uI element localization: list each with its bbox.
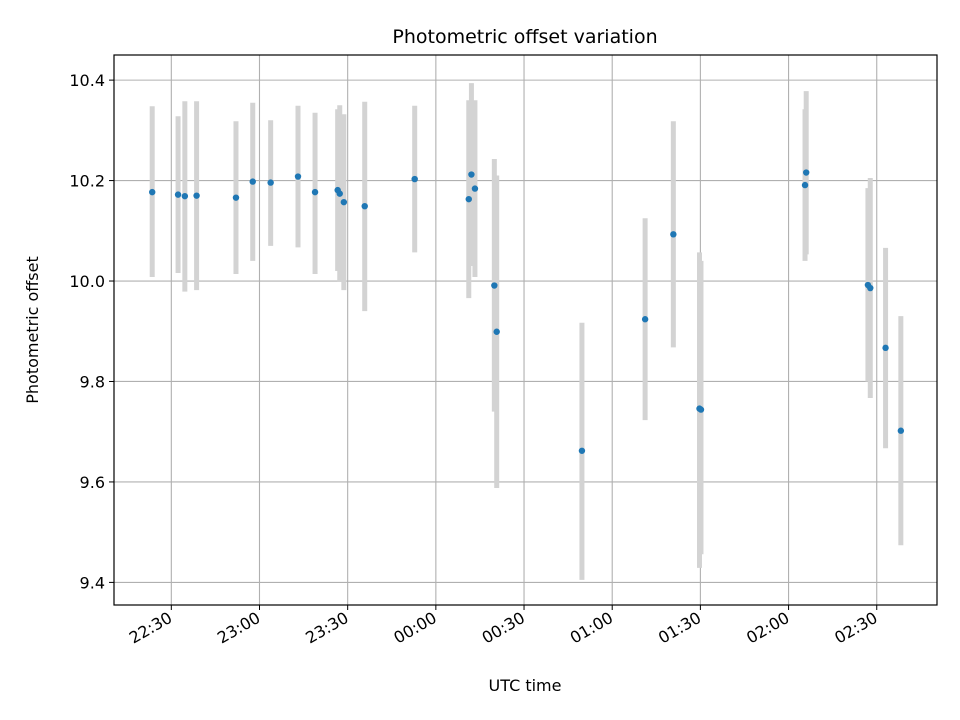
data-point bbox=[471, 185, 479, 192]
y-tick-label: 9.6 bbox=[80, 473, 105, 492]
data-point bbox=[801, 181, 809, 189]
data-point bbox=[267, 179, 274, 186]
y-tick-label: 10.2 bbox=[69, 172, 105, 191]
data-point bbox=[149, 188, 156, 196]
data-point bbox=[232, 194, 240, 201]
data-point bbox=[697, 406, 705, 413]
data-point bbox=[897, 427, 905, 434]
data-point bbox=[578, 447, 586, 454]
plot-frame bbox=[113, 54, 938, 606]
data-point bbox=[311, 188, 319, 196]
chart-title: Photometric offset variation bbox=[392, 26, 657, 48]
data-point bbox=[491, 282, 498, 289]
data-point bbox=[465, 195, 472, 203]
data-point bbox=[193, 192, 200, 199]
y-tick-label: 10.4 bbox=[69, 71, 105, 90]
data-point bbox=[340, 198, 348, 206]
grid-lines bbox=[114, 55, 937, 605]
data-point bbox=[411, 175, 418, 183]
data-point bbox=[361, 202, 368, 210]
data-point bbox=[867, 284, 874, 292]
data-point bbox=[882, 344, 889, 352]
data-point bbox=[294, 173, 302, 180]
data-point bbox=[803, 169, 810, 176]
x-axis-label: UTC time bbox=[489, 676, 562, 695]
data-point bbox=[493, 328, 500, 335]
y-tick-label: 10.0 bbox=[69, 272, 105, 291]
y-tick-label: 9.8 bbox=[80, 372, 105, 391]
data-point bbox=[468, 171, 475, 178]
y-tick-label: 9.4 bbox=[80, 573, 105, 592]
data-point bbox=[249, 178, 256, 185]
data-point bbox=[641, 316, 649, 323]
data-point bbox=[174, 191, 182, 198]
data-point bbox=[181, 192, 189, 200]
y-axis-label: Photometric offset bbox=[23, 256, 42, 404]
data-point bbox=[336, 190, 343, 197]
data-point bbox=[670, 231, 677, 238]
data-points bbox=[149, 169, 905, 454]
y-axis-ticks: 9.4 9.6 9.8 10.0 10.2 10.4 bbox=[69, 71, 114, 592]
